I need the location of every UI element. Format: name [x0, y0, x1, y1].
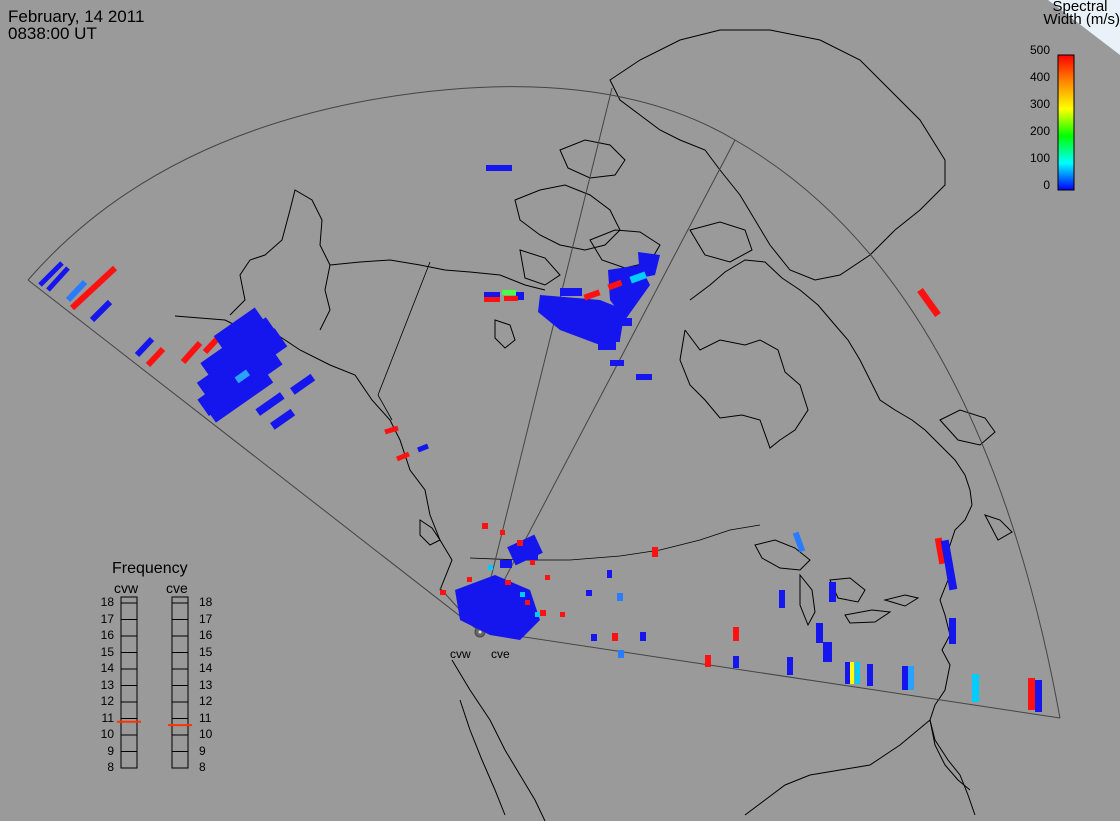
frequency-level-label: 15	[199, 644, 213, 659]
frequency-level-label: 14	[199, 661, 213, 675]
frequency-level-label: 18	[100, 595, 114, 609]
frequency-level-label: 10	[100, 727, 114, 741]
date-label: February, 14 2011	[8, 7, 145, 26]
colorbar-tick-label: 0	[1043, 178, 1050, 192]
frequency-level-label: 9	[107, 743, 114, 758]
colorbar-tick-label: 500	[1029, 43, 1050, 57]
frequency-level-label: 10	[199, 727, 213, 741]
frequency-cve-label: cve	[166, 580, 188, 596]
time-label: 0838:00 UT	[8, 24, 97, 43]
radar-field-of-view	[27, 86, 1061, 719]
radar-echo-cells	[38, 165, 1042, 712]
frequency-level-label: 13	[100, 677, 114, 692]
colorbar-title-line1: Spectral	[1052, 0, 1108, 15]
radar-west-label: cvw	[450, 647, 471, 661]
frequency-level-label: 16	[199, 628, 213, 642]
frequency-level-label: 8	[107, 760, 114, 774]
colorbar-tick-label: 100	[1029, 151, 1050, 165]
frequency-level-label: 12	[100, 694, 114, 708]
frequency-title: Frequency	[112, 560, 188, 577]
frequency-level-label: 9	[199, 743, 206, 758]
colorbar-tick-label: 400	[1029, 70, 1050, 84]
frequency-level-label: 18	[199, 595, 213, 609]
radar-east-label: cve	[491, 647, 510, 661]
frequency-level-label: 12	[199, 694, 213, 708]
frequency-gauges	[117, 596, 192, 769]
coastlines	[174, 29, 1013, 821]
colorbar-title-line2: Width (m/s)	[1043, 11, 1120, 28]
frequency-cvw-label: cvw	[114, 580, 139, 596]
colorbar	[1057, 54, 1075, 191]
frequency-level-label: 14	[100, 661, 114, 675]
frequency-level-label: 11	[199, 710, 212, 725]
colorbar-tick-label: 300	[1029, 97, 1050, 111]
frequency-level-label: 17	[100, 611, 114, 626]
frequency-level-label: 16	[100, 628, 114, 642]
corner-artifact	[1048, 0, 1120, 55]
frequency-level-label: 15	[100, 644, 114, 659]
frequency-level-label: 11	[101, 710, 114, 725]
colorbar-tick-label: 200	[1029, 124, 1050, 138]
frequency-level-label: 13	[199, 677, 213, 692]
frequency-level-label: 8	[199, 760, 206, 774]
frequency-level-label: 17	[199, 611, 213, 626]
